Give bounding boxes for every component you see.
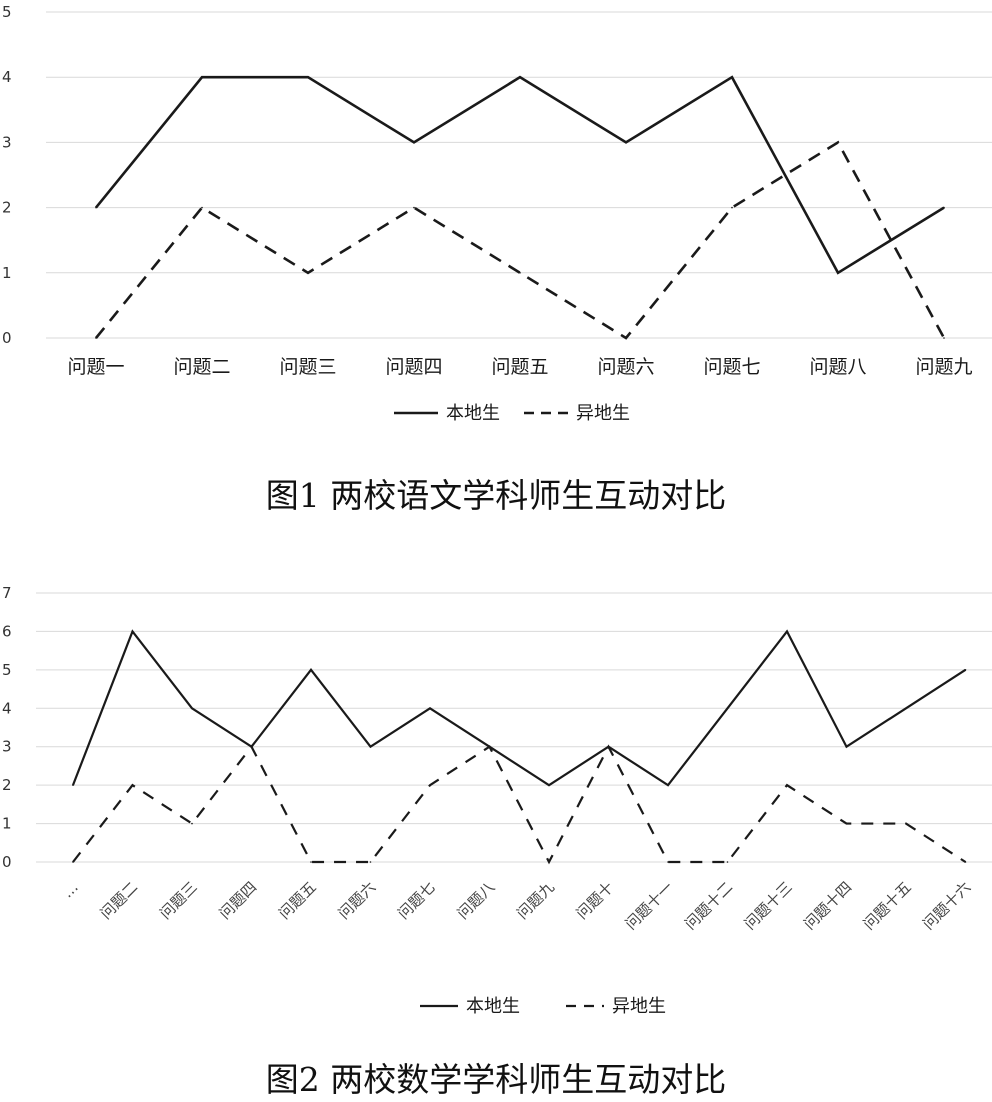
chart-1-y-tick-label: 4 [2,68,12,86]
chart-2-series-2-point [72,861,74,863]
chart-2-x-tick-label: 问题七 [394,878,439,923]
chart-2-series-2-point [667,861,669,863]
chart-1-series-1-point [943,206,945,209]
chart-2-series-1-point [667,784,669,786]
chart-1-series-dashed-line [94,140,946,340]
chart-1-series-2-point [95,337,97,339]
chart-1-series-2-point [625,337,627,339]
chart-2-series-2-point [369,861,372,863]
chart-1-series-1-point [201,76,203,78]
chart-2-series-solid-line [71,629,967,787]
chart-2-series-1-point [845,745,848,748]
chart-2-x-tick-label: 问题五 [275,878,320,923]
chart-1-x-tick-label: 问题七 [703,356,760,378]
chart-2-series-1-point [191,707,193,710]
chart-1-series-2-point [201,206,203,209]
chart-2-x-tick-label: 问题十五 [860,878,915,933]
chart-1-x-tick-label: 问题一 [67,356,124,378]
chart-1-series-2-point [413,206,415,209]
chart-2-x-tick-label: 问题三 [156,878,201,923]
chart-1-series-2-point [307,272,309,274]
chart-2-series-2-point [845,822,848,825]
chart-1-series-1-point [519,76,521,78]
chart-1-x-tick-label: 问题三 [279,356,336,378]
chart-2-series-2-point [964,861,967,863]
chart-2-series-1-point [964,669,967,671]
chart-2-y-tick-label: 6 [2,622,12,640]
chart-1-legend-label: 异地生 [576,403,630,424]
chart-1-y-tick-label: 0 [2,329,12,347]
chart-1-y-tick-label: 2 [2,199,12,217]
chart-2-series-1-point [131,630,134,633]
chart-2-x-tick-label: 问题八 [454,878,499,923]
chart-1-legend-label: 本地生 [446,403,500,424]
chart-1-caption: 图1 两校语文学科师生互动对比 [266,476,727,515]
chart-2-x-tick-label: … [58,878,81,901]
chart-1-series-2-point [731,206,733,209]
chart-2-y-tick-label: 0 [2,853,12,871]
chart-1-y-tick-label: 5 [2,3,12,21]
chart-2-series-2-point [905,822,907,825]
chart-2-series-dashed-line [72,744,967,865]
chart-2-x-tick-label: 问题四 [216,878,261,923]
chart-1-x-tick-label: 问题二 [173,356,230,378]
chart-2-y-tick-label: 2 [2,776,12,794]
chart-2-y-tick-label: 1 [2,815,12,833]
chart-1-series-solid-line [94,75,945,275]
chart-1-x-tick-label: 问题九 [915,356,972,378]
chart-2-series-1-point [905,707,907,710]
chart-2-legend-label: 本地生 [466,996,520,1017]
chart-2-x-tick-label: 问题十一 [622,878,677,933]
chart-1-series-1-point [731,76,733,78]
chart-2-x-tick-label: 问题二 [97,878,142,923]
chart-1-series-1-point [837,272,839,274]
chart-1-series-1-point [307,76,309,78]
chart-2-x-tick-label: 问题十二 [681,878,736,933]
chart-2-series-1-point [726,707,729,710]
chart-2-series-1-point [429,707,431,710]
chart-2-series-1-point [369,745,372,748]
chart-2-series-2-point [429,784,431,786]
chart-2-x-tick-label: 问题十四 [800,878,855,933]
chart-2-x-tick-label: 问题十三 [741,878,796,933]
chart-2-x-tick-label: 问题十 [573,878,618,923]
chart-2-series-1-point [786,630,788,633]
chart-1-y-tick-label: 3 [2,133,12,151]
chart-2-y-tick-label: 7 [2,584,12,602]
chart-2-series-2-point [191,822,193,825]
chart-1-series-1-point [625,141,627,144]
chart-2-series-1-point [310,669,312,671]
chart-2-x-tick-label: 问题九 [513,878,558,923]
chart-2-series-2-point [786,784,788,786]
chart-1-x-tick-label: 问题四 [385,356,442,378]
chart-1-x-tick-label: 问题六 [597,356,654,378]
chart-2-series-2-point [548,861,550,863]
chart-1-y-tick-label: 1 [2,264,12,282]
chart-2-x-tick-label: 问题十六 [919,878,974,933]
chart-2-series-2-point [607,745,610,748]
chart-1-series-2-point [837,141,839,144]
chart-2-caption: 图2 两校数学学科师生互动对比 [266,1060,727,1099]
chart-2-series-2-point [310,861,312,863]
chart-2: 0 1 2 3 4 5 6 7 … 问题二 问题三 问题四 问题五 问题六 问题七 问题八 问题九 问题十 问题十一… [2,584,992,1017]
chart-2-series-2-point [488,745,491,748]
chart-1-series-2-point [943,337,945,339]
chart-1-series-1-point [413,141,415,144]
chart-2-y-tick-label: 4 [2,699,12,717]
chart-2-y-tick-label: 5 [2,661,12,679]
chart-2-legend-label: 异地生 [612,996,666,1017]
chart-2-series-2-point [726,861,729,863]
chart-2-x-tick-label: 问题六 [335,878,380,923]
chart-2-series-2-point [250,745,253,748]
chart-2-series-2-point [131,784,134,786]
chart-2-y-tick-label: 3 [2,738,12,756]
chart-1-series-2-point [519,272,521,274]
chart-1-x-tick-label: 问题五 [491,356,548,378]
chart-2-series-1-point [548,784,550,786]
chart-2-series-1-point [72,784,74,786]
chart-1-x-tick-label: 问题八 [809,356,866,378]
chart-1-series-1-point [95,206,97,209]
